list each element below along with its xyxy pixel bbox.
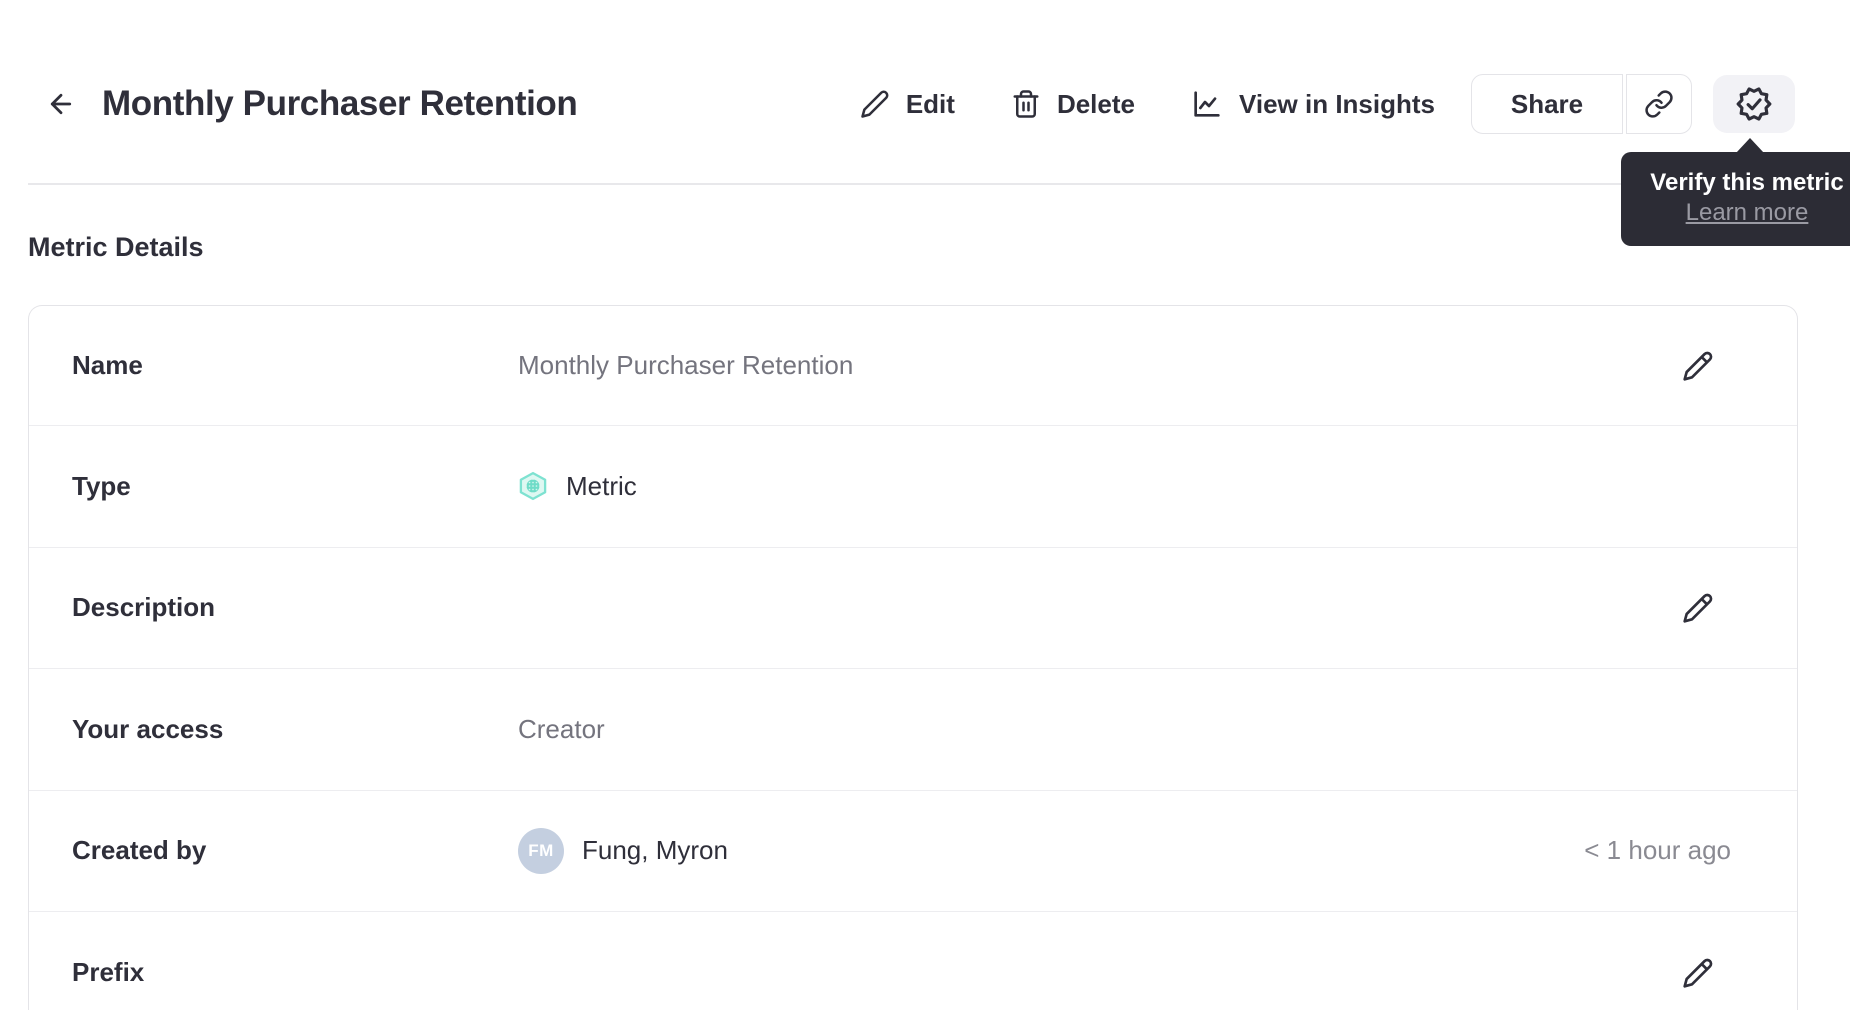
link-icon	[1645, 90, 1673, 118]
metric-details-card: Name Monthly Purchaser Retention Type	[28, 305, 1798, 1010]
edit-button[interactable]: Edit	[860, 89, 955, 120]
verified-badge-icon	[1736, 87, 1772, 121]
row-value: Creator	[518, 713, 605, 744]
row-label: Created by	[72, 835, 207, 866]
edit-description-button[interactable]	[1680, 590, 1716, 626]
type-value-label: Metric	[566, 470, 637, 501]
row-label: Prefix	[72, 957, 145, 988]
delete-button-label: Delete	[1056, 88, 1135, 119]
tooltip-arrow	[1736, 138, 1764, 153]
pencil-icon	[1683, 958, 1713, 988]
verify-metric-tooltip: Verify this metric Learn more	[1621, 138, 1850, 246]
edit-button-label: Edit	[905, 88, 955, 119]
view-in-insights-button[interactable]: View in Insights	[1191, 88, 1435, 120]
detail-row-created-by: Created by FM Fung, Myron < 1 hour ago	[29, 791, 1797, 912]
row-value: Monthly Purchaser Retention	[518, 350, 854, 380]
hexagon-metric-icon	[519, 472, 547, 501]
row-label: Description	[72, 592, 216, 623]
verify-metric-button[interactable]	[1713, 75, 1795, 133]
pencil-icon	[1683, 351, 1713, 381]
line-chart-icon	[1194, 91, 1220, 117]
page-title: Monthly Purchaser Retention	[102, 84, 578, 123]
pencil-icon	[861, 90, 889, 118]
share-button-label: Share	[1510, 88, 1584, 119]
delete-button[interactable]: Delete	[1011, 89, 1135, 120]
header-actions: Edit Delete View in Insights Share	[860, 74, 1795, 134]
row-value: Metric	[518, 471, 637, 502]
edit-prefix-button[interactable]	[1680, 955, 1716, 991]
created-timestamp: < 1 hour ago	[1584, 835, 1731, 866]
trash-icon	[1013, 90, 1039, 118]
row-value: FM Fung, Myron	[518, 827, 728, 874]
pencil-icon	[1683, 593, 1713, 623]
share-button-group: Share	[1471, 74, 1692, 134]
edit-name-button[interactable]	[1680, 348, 1716, 384]
detail-row-type: Type Metric	[29, 426, 1797, 548]
arrow-left-icon	[50, 93, 72, 115]
detail-row-your-access: Your access Creator	[29, 669, 1797, 791]
header-bar: Monthly Purchaser Retention Edit Delete …	[44, 73, 1795, 135]
view-in-insights-label: View in Insights	[1238, 88, 1435, 119]
header-divider	[28, 183, 1822, 185]
share-button[interactable]: Share	[1471, 74, 1623, 134]
detail-row-prefix: Prefix	[29, 912, 1797, 1010]
learn-more-link[interactable]: Learn more	[1685, 199, 1809, 226]
back-button[interactable]	[44, 87, 78, 121]
row-label: Your access	[72, 713, 224, 744]
created-by-name: Fung, Myron	[582, 835, 728, 866]
row-label: Type	[72, 470, 131, 501]
copy-link-button[interactable]	[1626, 74, 1692, 134]
row-label: Name	[72, 350, 143, 380]
avatar: FM	[518, 827, 564, 874]
section-title: Metric Details	[28, 232, 204, 262]
tooltip-title: Verify this metric	[1650, 169, 1844, 196]
detail-row-name: Name Monthly Purchaser Retention	[29, 306, 1797, 426]
detail-row-description: Description	[29, 548, 1797, 669]
